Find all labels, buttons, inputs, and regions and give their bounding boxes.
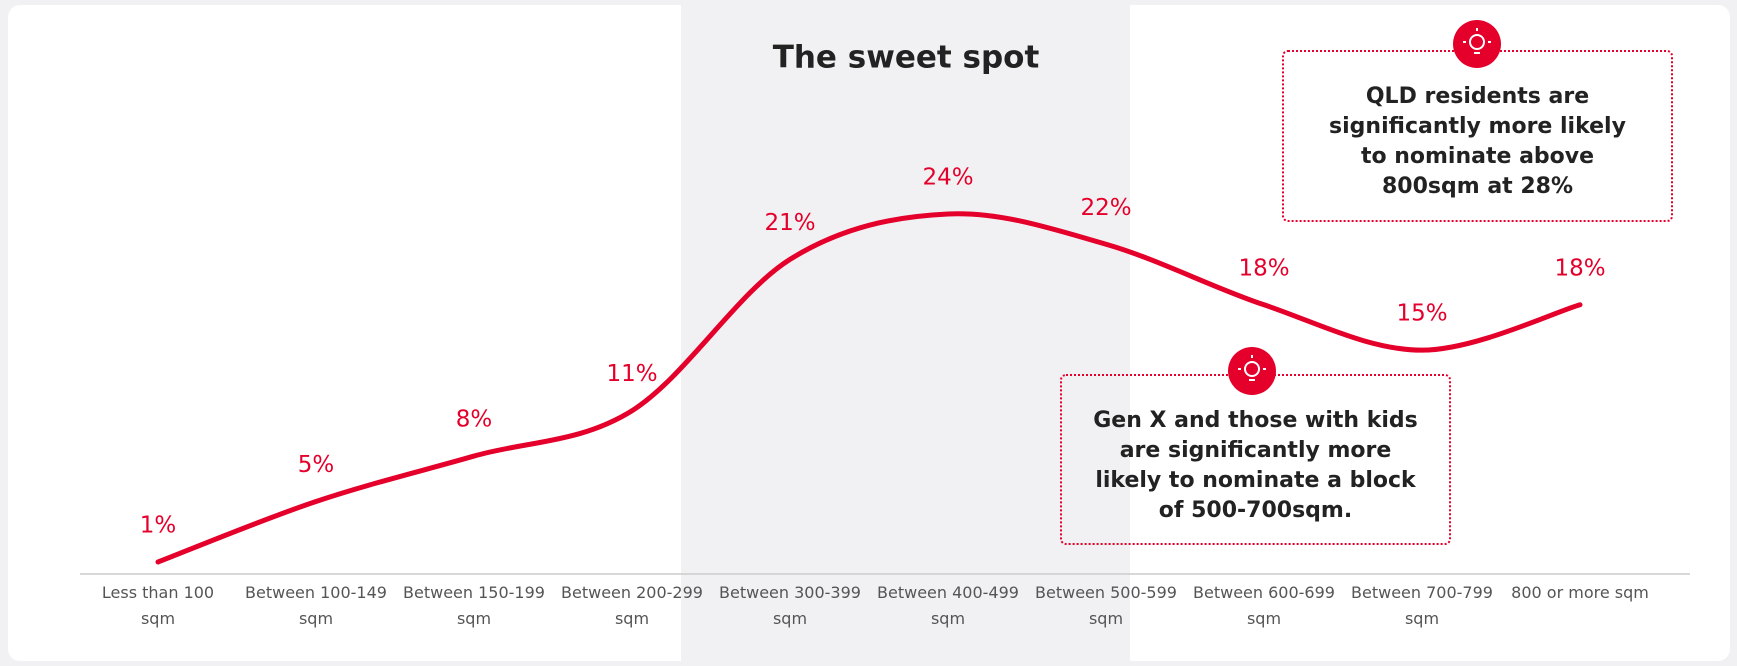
x-tick-label: Less than 100 sqm — [101, 583, 215, 628]
value-label: 11% — [606, 361, 657, 387]
value-label: 1% — [140, 513, 177, 539]
value-label: 22% — [1080, 195, 1131, 221]
value-label: 8% — [456, 407, 493, 433]
chart-title: The sweet spot — [773, 40, 1040, 76]
x-tick-label: 800 or more sqm — [1511, 583, 1649, 602]
value-label: 24% — [922, 165, 973, 191]
value-label: 5% — [298, 452, 335, 478]
x-tick-label: Between 200-299 sqm — [561, 583, 703, 628]
x-tick-label: Between 600-699 sqm — [1193, 583, 1335, 628]
x-tick-label: Between 100-149 sqm — [245, 583, 387, 628]
value-label: 21% — [764, 210, 815, 236]
value-label: 18% — [1238, 255, 1289, 281]
annotation: Gen X and those with kids are significan… — [1060, 374, 1451, 545]
x-tick-label: Between 400-499 sqm — [877, 583, 1019, 628]
value-label: 18% — [1554, 255, 1605, 281]
line — [155, 211, 1583, 565]
x-tick-label: Between 150-199 sqm — [403, 583, 545, 628]
x-tick-label: Between 300-399 sqm — [719, 583, 861, 628]
highlight-band — [681, 5, 1130, 661]
annotation: QLD residents are significantly more lik… — [1282, 50, 1673, 222]
value-label: 15% — [1396, 301, 1447, 327]
x-tick-label: Between 500-599 sqm — [1035, 583, 1177, 628]
x-tick-label: Between 700-799 sqm — [1351, 583, 1493, 628]
